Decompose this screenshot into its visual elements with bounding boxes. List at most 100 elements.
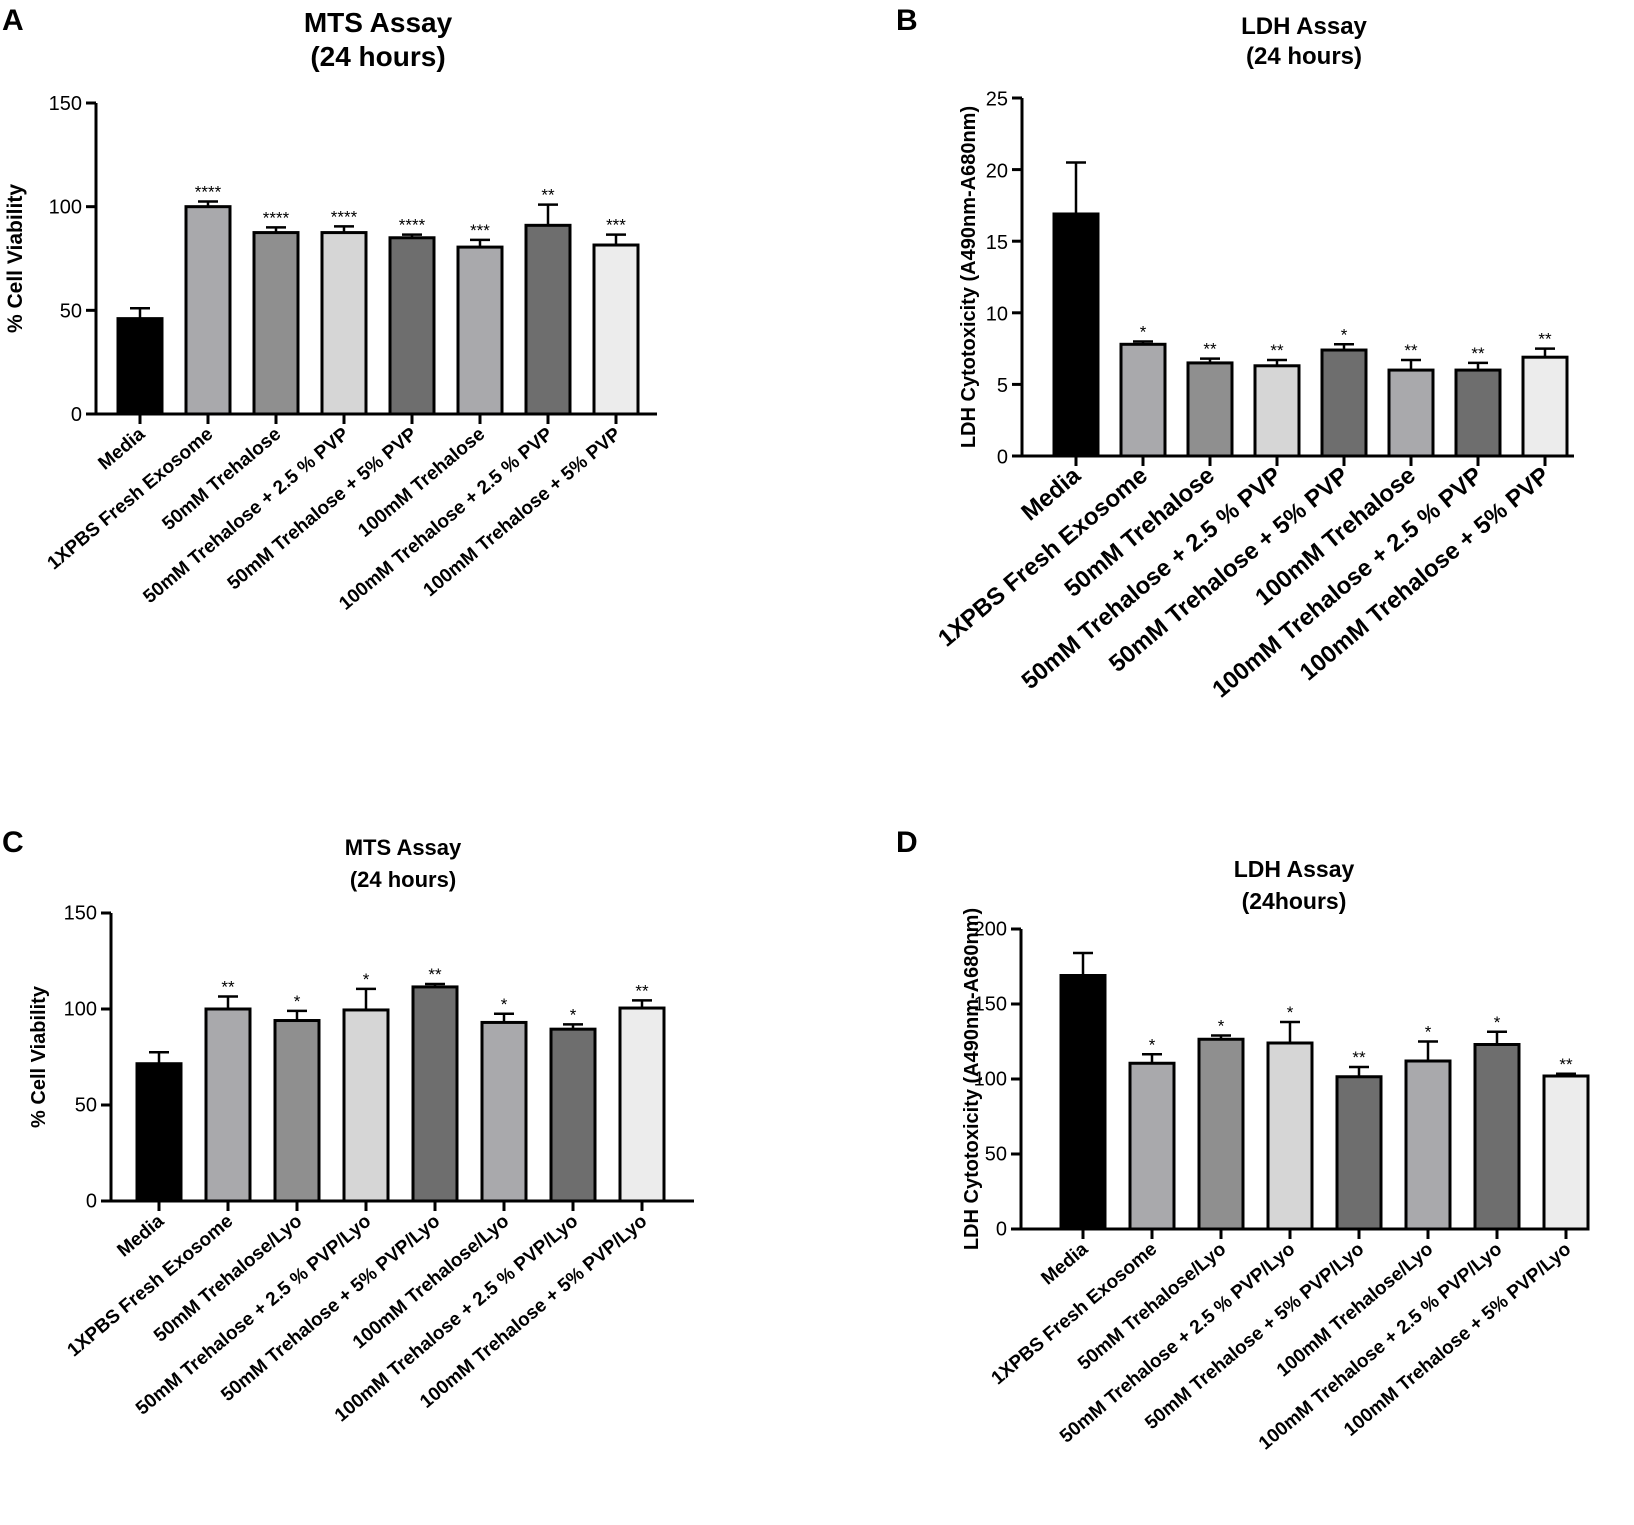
- chart-title: LDH Assay: [1241, 13, 1367, 40]
- y-tick-label: 25: [986, 89, 1008, 111]
- y-tick-label: 0: [997, 447, 1008, 469]
- significance-label: *: [570, 1005, 577, 1024]
- y-tick-label: 15: [986, 232, 1008, 254]
- bar-4: [342, 1008, 390, 1203]
- y-axis-label: LDH Cytotoxicity (A490nm-A680nm): [961, 908, 983, 1250]
- category-label: Media: [1037, 1238, 1092, 1289]
- panel-letter: B: [896, 4, 918, 37]
- y-tick-label: 100: [974, 1068, 1007, 1090]
- bar-5: [388, 236, 436, 416]
- bar-6: [1387, 368, 1435, 458]
- chart-subtitle: (24 hours): [1246, 43, 1362, 70]
- y-tick-label: 0: [996, 1218, 1007, 1240]
- significance-label: *: [1425, 1023, 1432, 1042]
- y-axis-label: LDH Cytotoxicity (A490nm-A680nm): [958, 106, 980, 448]
- significance-label: *: [294, 992, 301, 1011]
- bar-3: [252, 231, 300, 416]
- significance-label: **: [1352, 1048, 1366, 1067]
- panel-c: C MTS Assay (24 hours) 0 50 100 150 % Cell Viab…: [2, 826, 694, 1426]
- bar-5: [1320, 348, 1368, 458]
- significance-label: ****: [331, 207, 358, 226]
- bar-2: [184, 205, 232, 416]
- category-label: 100mM Trehalose + 2.5 % PVP/Lyo: [1255, 1239, 1506, 1455]
- bar-8: [618, 1006, 666, 1203]
- category-label: 100mM Trehalose + 2.5 % PVP/Lyo: [331, 1211, 582, 1427]
- y-axis-label: % Cell Viability: [28, 985, 50, 1128]
- significance-label: **: [1404, 341, 1418, 360]
- bar-1: [1052, 212, 1100, 458]
- bar-8: [1542, 1074, 1590, 1231]
- significance-label: **: [1538, 330, 1552, 349]
- significance-label: **: [1270, 341, 1284, 360]
- bar-2: [1119, 342, 1167, 458]
- chart-title: MTS Assay: [304, 7, 453, 38]
- chart-subtitle: (24 hours): [350, 867, 456, 892]
- bar-4: [1253, 364, 1301, 458]
- y-tick-label: 10: [986, 304, 1008, 326]
- bar-4: [1266, 1041, 1314, 1231]
- y-tick-label: 100: [64, 998, 97, 1020]
- chart-subtitle: (24 hours): [310, 41, 445, 72]
- significance-label: *: [1140, 322, 1147, 341]
- y-tick-label: 200: [974, 918, 1007, 940]
- category-label: Media: [113, 1210, 168, 1261]
- bar-6: [456, 245, 504, 416]
- significance-label: *: [1149, 1035, 1156, 1054]
- significance-label: *: [1341, 325, 1348, 344]
- bar-6: [1404, 1059, 1452, 1231]
- significance-label: **: [1471, 344, 1485, 363]
- y-tick-label: 0: [71, 404, 82, 426]
- bar-3: [273, 1019, 321, 1203]
- bar-3: [1197, 1037, 1245, 1231]
- bar-8: [1521, 355, 1569, 458]
- y-tick-label: 50: [985, 1143, 1007, 1165]
- category-label: Media: [94, 423, 149, 474]
- bar-1: [116, 317, 164, 416]
- bar-7: [1473, 1043, 1521, 1231]
- significance-label: ***: [606, 216, 626, 235]
- bar-1: [135, 1062, 183, 1203]
- y-tick-label: 150: [49, 93, 82, 115]
- chart-subtitle: (24hours): [1242, 888, 1347, 914]
- panel-a: A MTS Assay(24 hours) 0 50 100 150 % Cell Viab…: [2, 4, 657, 615]
- bar-8: [592, 243, 640, 416]
- y-tick-label: 5: [997, 375, 1008, 397]
- significance-label: *: [363, 970, 370, 989]
- bar-2: [204, 1007, 252, 1203]
- significance-label: **: [541, 186, 555, 205]
- y-tick-label: 150: [64, 902, 97, 924]
- significance-label: **: [635, 981, 649, 1000]
- category-label: 50mM Trehalose: [158, 424, 285, 535]
- bar-4: [320, 231, 368, 416]
- bar-5: [1335, 1075, 1383, 1231]
- y-tick-label: 20: [986, 160, 1008, 182]
- y-tick-label: 50: [75, 1094, 97, 1116]
- bar-6: [480, 1020, 528, 1203]
- bar-1: [1059, 974, 1107, 1231]
- panel-letter: D: [896, 826, 918, 859]
- significance-label: **: [1559, 1055, 1573, 1074]
- panel-letter: C: [2, 826, 24, 859]
- significance-label: **: [1203, 340, 1217, 359]
- significance-label: **: [428, 965, 442, 984]
- chart-title: MTS Assay: [345, 835, 462, 860]
- significance-label: *: [1494, 1013, 1501, 1032]
- significance-label: ****: [399, 216, 426, 235]
- bar-7: [524, 223, 572, 416]
- significance-label: *: [501, 995, 508, 1014]
- significance-label: *: [1287, 1003, 1294, 1022]
- significance-label: **: [221, 978, 235, 997]
- y-tick-label: 100: [49, 197, 82, 219]
- panel-b: B LDH Assay (24 hours) 0 5 10 15 20 25 LDH Cytoto…: [896, 4, 1574, 703]
- y-axis-label: % Cell Viability: [4, 184, 27, 333]
- category-label: 100mM Trehalose: [354, 424, 489, 542]
- bar-5: [411, 985, 459, 1203]
- significance-label: ****: [195, 182, 222, 201]
- bar-7: [549, 1027, 597, 1203]
- bar-3: [1186, 361, 1234, 458]
- chart-title: LDH Assay: [1234, 856, 1355, 882]
- y-tick-label: 0: [86, 1190, 97, 1212]
- y-tick-label: 150: [974, 993, 1007, 1015]
